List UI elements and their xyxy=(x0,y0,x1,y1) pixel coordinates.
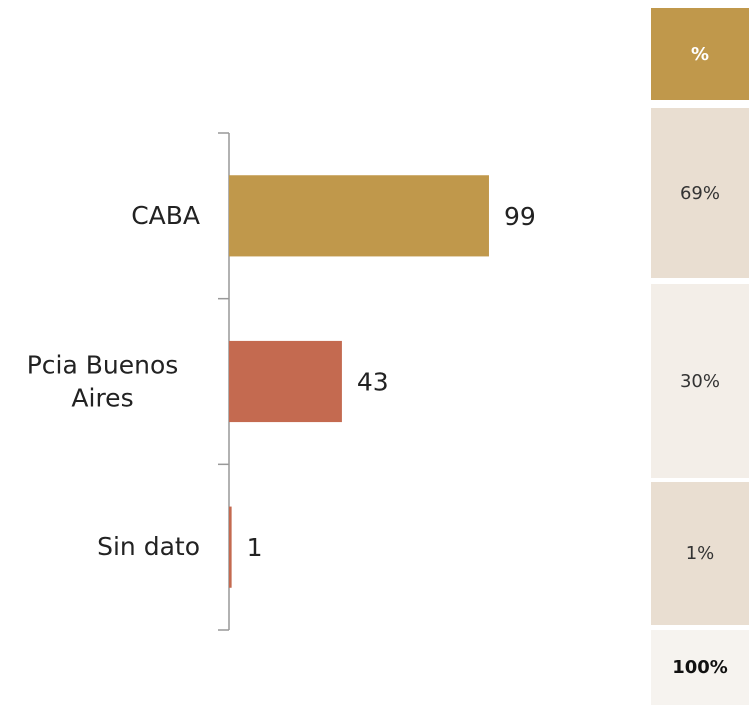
value-label: 99 xyxy=(504,202,536,231)
table-total: 100% xyxy=(651,630,749,705)
bar xyxy=(229,175,489,257)
table-cell: 69% xyxy=(651,108,749,278)
table-cell: 30% xyxy=(651,284,749,478)
category-label: CABA xyxy=(0,199,200,233)
category-text: CABA xyxy=(131,200,200,230)
bar xyxy=(229,340,342,423)
category-text: Pcia Buenos Aires xyxy=(26,349,179,413)
value-label: 43 xyxy=(357,368,389,397)
value-label: 1 xyxy=(247,533,263,562)
category-label: Pcia Buenos Aires xyxy=(0,348,200,416)
bar xyxy=(229,506,232,588)
category-text: Sin dato xyxy=(97,532,200,562)
table-cell: 1% xyxy=(651,482,749,625)
category-label: Sin dato xyxy=(0,530,200,564)
table-header: % xyxy=(651,8,749,100)
chart: 99 43 1 xyxy=(218,132,536,631)
